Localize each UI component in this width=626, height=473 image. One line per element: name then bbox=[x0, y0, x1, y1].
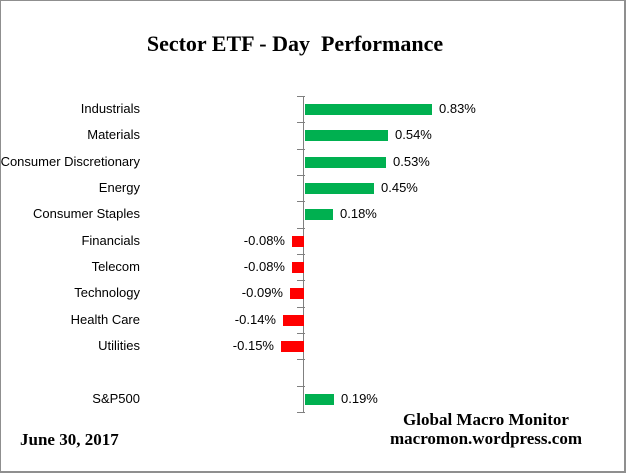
axis-tick bbox=[297, 386, 305, 387]
bar-utilities bbox=[281, 341, 304, 352]
date-label: June 30, 2017 bbox=[20, 430, 119, 449]
category-label-industrials: Industrials bbox=[80, 101, 140, 116]
axis-tick bbox=[297, 175, 305, 176]
credits-block: Global Macro Monitor macromon.wordpress.… bbox=[369, 410, 603, 448]
axis-tick bbox=[297, 412, 305, 413]
category-label-telecom: Telecom bbox=[91, 259, 140, 274]
axis-tick bbox=[297, 228, 305, 229]
bar-telecom bbox=[292, 262, 304, 273]
category-label-utilities: Utilities bbox=[98, 338, 140, 353]
value-label-consumer-discretionary: 0.53% bbox=[393, 154, 430, 169]
bar-materials bbox=[305, 130, 388, 141]
value-label-technology: -0.09% bbox=[241, 285, 283, 300]
value-label-energy: 0.45% bbox=[381, 180, 418, 195]
axis-tick bbox=[297, 280, 305, 281]
bar-health-care bbox=[283, 315, 304, 326]
credit-name: Global Macro Monitor bbox=[403, 410, 569, 429]
category-label-materials: Materials bbox=[87, 127, 140, 142]
value-label-s-p500: 0.19% bbox=[341, 391, 378, 406]
credit-url: macromon.wordpress.com bbox=[389, 429, 582, 448]
category-label-consumer-discretionary: Consumer Discretionary bbox=[0, 154, 140, 169]
chart-title: Sector ETF - Day Performance bbox=[146, 31, 444, 56]
bar-consumer-staples bbox=[305, 209, 333, 220]
category-label-technology: Technology bbox=[74, 285, 140, 300]
category-label-consumer-staples: Consumer Staples bbox=[33, 206, 140, 221]
axis-tick bbox=[297, 122, 305, 123]
axis-tick bbox=[297, 359, 305, 360]
value-label-health-care: -0.14% bbox=[234, 312, 276, 327]
axis-tick bbox=[297, 96, 305, 97]
bar-industrials bbox=[305, 104, 432, 115]
value-label-utilities: -0.15% bbox=[232, 338, 274, 353]
category-label-financials: Financials bbox=[81, 233, 140, 248]
bar-technology bbox=[290, 288, 304, 299]
category-label-s-p500: S&P500 bbox=[92, 391, 140, 406]
axis-tick bbox=[297, 333, 305, 334]
value-label-financials: -0.08% bbox=[243, 233, 285, 248]
bar-chart-plot: Industrials 0.83% Materials 0.54% Consumer D… bbox=[0, 96, 624, 413]
axis-tick bbox=[297, 254, 305, 255]
bar-consumer-discretionary bbox=[305, 157, 386, 168]
bar-energy bbox=[305, 183, 374, 194]
category-label-health-care: Health Care bbox=[70, 312, 140, 327]
bar-financials bbox=[292, 236, 304, 247]
category-label-energy: Energy bbox=[98, 180, 140, 195]
value-label-materials: 0.54% bbox=[395, 127, 432, 142]
bar-s-p500 bbox=[305, 394, 334, 405]
value-label-industrials: 0.83% bbox=[439, 101, 476, 116]
axis-tick bbox=[297, 307, 305, 308]
value-label-telecom: -0.08% bbox=[243, 259, 285, 274]
value-label-consumer-staples: 0.18% bbox=[340, 206, 377, 221]
axis-tick bbox=[297, 201, 305, 202]
axis-tick bbox=[297, 149, 305, 150]
